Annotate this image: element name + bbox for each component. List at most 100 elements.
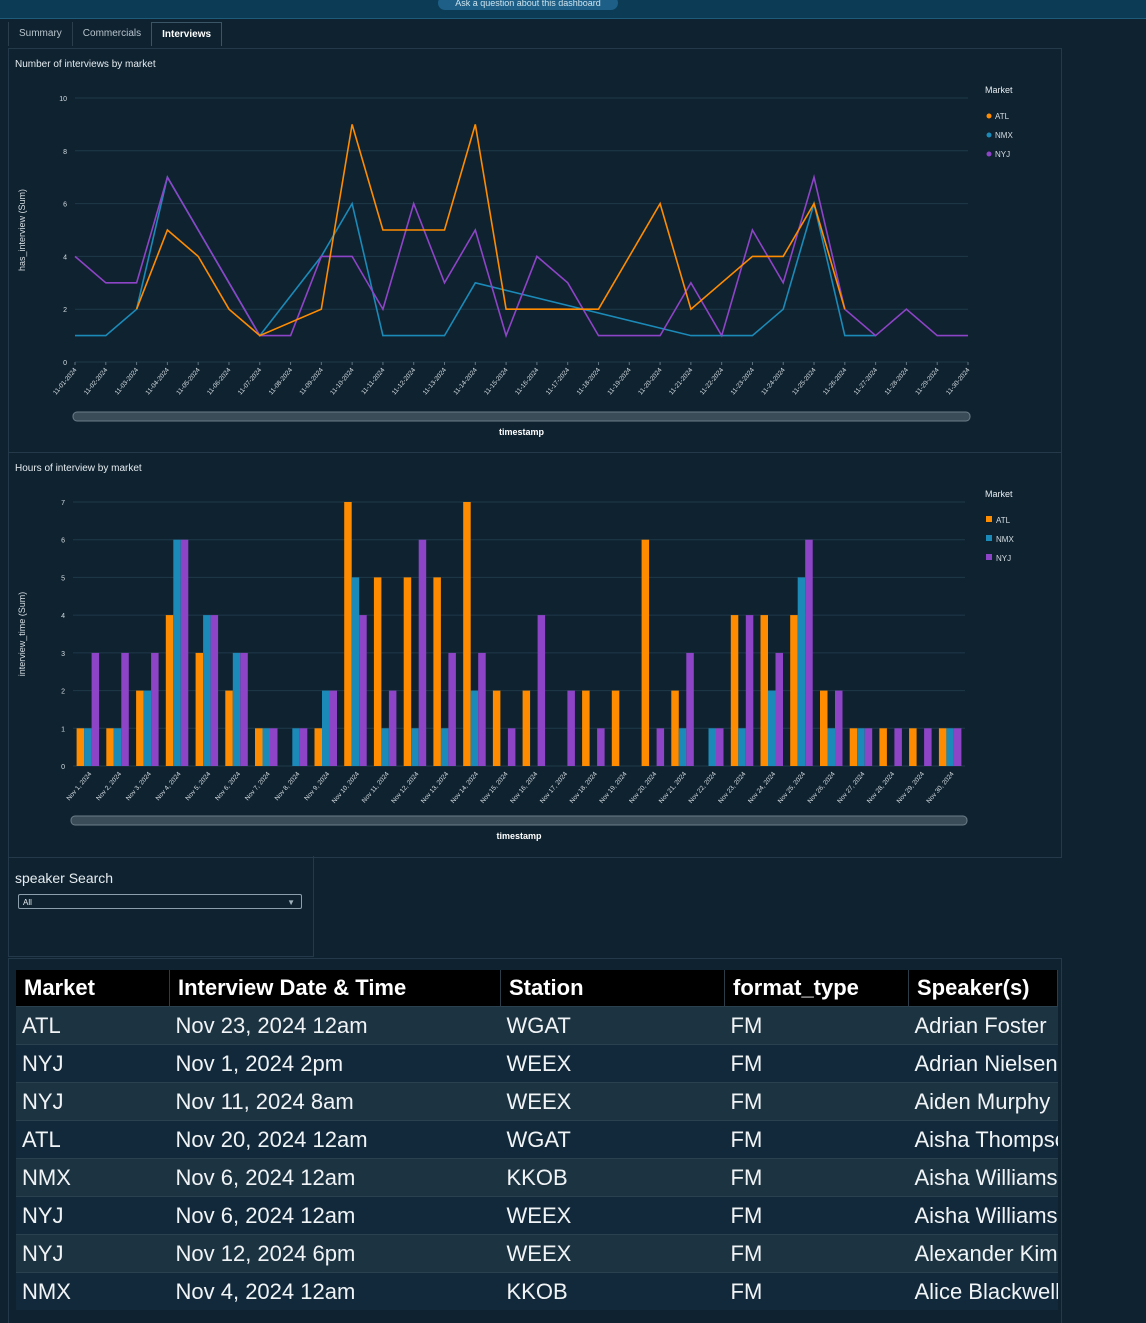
x-tick-label: 11-23-2024 [730, 367, 757, 397]
x-axis-scrollbar [70, 815, 968, 826]
cell-market: NYJ [16, 1082, 170, 1121]
cell-speaker: Adrian Nielsen [908, 1044, 1058, 1083]
bar-nyj [775, 652, 783, 766]
legend-marker-nmx [986, 132, 992, 138]
x-tick-label: 11-18-2024 [576, 367, 603, 397]
line-chart[interactable]: 0 2 4 6 8 10 has_interview (Sum) timestamp Marke… [9, 49, 1061, 453]
table-row[interactable]: NYJ Nov 11, 2024 8am WEEX FM Aiden Murphy [16, 1082, 1058, 1121]
column-header-format[interactable]: format_type [724, 970, 909, 1007]
bar-nyj [91, 652, 100, 766]
bar-nyj [953, 728, 962, 766]
legend-marker-atl [986, 113, 992, 119]
bar-atl [136, 690, 144, 766]
bar-atl [938, 728, 947, 766]
bar-nmx [470, 690, 479, 766]
line-chart-title: Number of interviews by market [15, 59, 156, 70]
legend-title: Market [985, 85, 1013, 95]
x-tick-label: Nov 15, 2024 [479, 770, 509, 804]
x-tick-label: 11-26-2024 [822, 367, 849, 397]
bar-atl [463, 502, 471, 766]
speaker-filter-panel: speaker Search All ▼ [8, 856, 314, 957]
tab-commercials[interactable]: Commercials [71, 22, 151, 46]
x-tick-label: Nov 24, 2024 [747, 770, 777, 804]
bar-atl [165, 615, 174, 766]
x-tick-label: 11-11-2024 [360, 367, 386, 397]
bar-nyj [418, 539, 427, 766]
legend-marker-nyj [986, 151, 992, 157]
legend-marker-nyj [986, 554, 992, 560]
column-header-market[interactable]: Market [16, 970, 170, 1007]
column-header-date[interactable]: Interview Date & Time [169, 970, 501, 1007]
x-tick-label: Nov 17, 2024 [539, 770, 569, 804]
bar-nmx [292, 728, 300, 766]
column-header-station[interactable]: Station [500, 970, 725, 1007]
bar-nyj [894, 728, 902, 766]
bar-nmx [203, 615, 211, 766]
bar-nyj [448, 652, 456, 766]
x-tick-label: 11-21-2024 [668, 367, 695, 397]
bar-chart-title: Hours of interview by market [15, 463, 142, 474]
series-line-nyj [74, 174, 968, 339]
x-tick-label: Nov 18, 2024 [569, 770, 599, 804]
bar-atl [106, 728, 114, 766]
speaker-search-dropdown[interactable]: All ▼ [18, 894, 302, 909]
cell-market: NMX [16, 1272, 170, 1310]
cell-market: NMX [16, 1158, 170, 1197]
x-tick-label: Nov 14, 2024 [450, 770, 480, 804]
bar-nyj [864, 728, 873, 766]
tab-interviews[interactable]: Interviews [151, 22, 223, 46]
x-tick-label: Nov 19, 2024 [598, 770, 628, 804]
cell-speaker: Aisha Thompson [908, 1120, 1058, 1159]
bar-chart[interactable]: 0 1 2 3 4 5 6 7 interview_time (Sum) timestamp Mar… [9, 453, 1061, 857]
bar-nyj [388, 690, 397, 766]
bar-nyj [537, 615, 546, 766]
legend-label-atl: ATL [995, 112, 1010, 121]
bar-nyj [567, 690, 575, 766]
table-row[interactable]: NYJ Nov 6, 2024 12am WEEX FM Aisha Williams [16, 1196, 1058, 1235]
bar-atl [730, 615, 739, 766]
bar-nmx [797, 577, 806, 766]
x-tick-label: 11-08-2024 [268, 367, 295, 397]
cell-format: FM [724, 1082, 909, 1121]
bar-atl [403, 577, 412, 766]
bar-nyj [597, 728, 605, 766]
y-tick-label: 8 [63, 149, 67, 156]
tab-summary[interactable]: Summary [8, 22, 72, 46]
bar-nmx [173, 539, 181, 766]
x-tick-label: 11-15-2024 [483, 367, 510, 397]
table-row[interactable]: ATL Nov 23, 2024 12am WGAT FM Adrian Foster [16, 1006, 1058, 1045]
bar-chart-panel: Hours of interview by market 0 1 2 3 4 5 6 7 int… [8, 452, 1062, 858]
column-header-speakers[interactable]: Speaker(s) [908, 970, 1058, 1007]
bar-atl [195, 652, 204, 766]
bar-nyj [210, 615, 219, 766]
legend-marker-nmx [986, 535, 992, 541]
table-row[interactable]: NMX Nov 6, 2024 12am KKOB FM Aisha Williams [16, 1158, 1058, 1197]
cell-date: Nov 11, 2024 8am [169, 1082, 501, 1121]
x-tick-label: 11-03-2024 [114, 367, 141, 397]
table-row[interactable]: NYJ Nov 12, 2024 6pm WEEX FM Alexander Kim [16, 1234, 1058, 1273]
x-tick-label: Nov 12, 2024 [390, 770, 420, 804]
cell-market: ATL [16, 1120, 170, 1159]
ask-question-button[interactable]: Ask a question about this dashboard [438, 0, 618, 10]
cell-speaker: Aisha Williams [908, 1158, 1058, 1197]
x-tick-label: 11-09-2024 [298, 367, 325, 397]
y-tick-label: 2 [61, 689, 65, 696]
bar-nmx [232, 652, 241, 766]
x-tick-label: 11-20-2024 [637, 367, 664, 397]
bar-atl [522, 690, 531, 766]
bar-atl [790, 615, 798, 766]
x-tick-label: Nov 2, 2024 [95, 770, 123, 802]
x-tick-label: 11-17-2024 [545, 367, 572, 397]
cell-format: FM [724, 1120, 909, 1159]
x-tick-label: Nov 11, 2024 [361, 770, 391, 804]
y-tick-label: 4 [61, 613, 65, 620]
table-row[interactable]: NMX Nov 4, 2024 12am KKOB FM Alice Blackwell [16, 1272, 1058, 1310]
x-tick-label: 11-13-2024 [422, 367, 449, 397]
bar-atl [611, 690, 620, 766]
bar-atl [314, 728, 322, 766]
table-row[interactable]: NYJ Nov 1, 2024 2pm WEEX FM Adrian Nielsen [16, 1044, 1058, 1083]
cell-format: FM [724, 1006, 909, 1045]
bar-atl [641, 539, 650, 766]
cell-station: WEEX [500, 1196, 725, 1235]
